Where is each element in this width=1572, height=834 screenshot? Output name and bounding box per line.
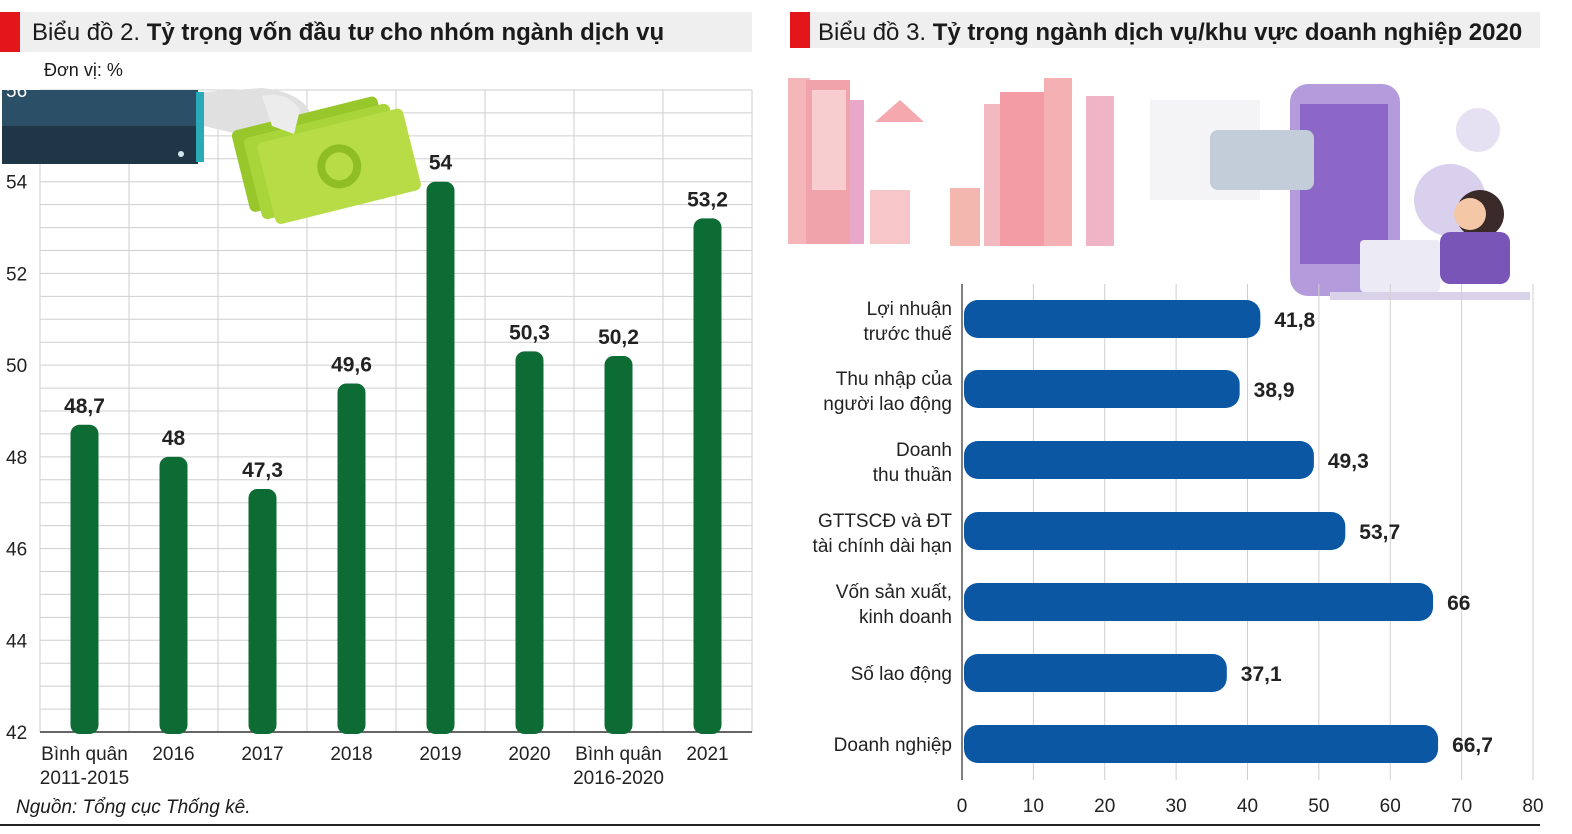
chart3-value-label: 41,8 <box>1274 309 1315 332</box>
chart3-bar <box>964 725 1439 763</box>
chart2-y-tick-label: 56 <box>6 81 27 102</box>
chart3-x-tick-label: 60 <box>1380 796 1401 817</box>
chart3-bars: 41,8 38,9 49,3 53,7 66 37,1 66,7 <box>964 300 1493 763</box>
chart3-x-tick-label: 40 <box>1237 796 1258 817</box>
chart2-bars: 48,7 48 47,3 49,6 54 50,3 50,2 53,2 <box>64 152 728 734</box>
chart3-value-label: 53,7 <box>1359 521 1400 544</box>
chart2-y-tick-label: 52 <box>6 264 27 285</box>
chart3-value-label: 37,1 <box>1241 663 1282 686</box>
chart2-bar <box>604 355 633 734</box>
chart3-category-label: kinh doanh <box>859 607 952 628</box>
chart3-bar <box>964 441 1314 479</box>
chart2-y-axis: 42 44 46 48 50 52 54 56 <box>6 81 752 744</box>
chart2-bar <box>337 383 366 734</box>
chart3-bar <box>964 512 1346 550</box>
chart3-x-tick-label: 30 <box>1166 796 1187 817</box>
chart2-y-tick-label: 46 <box>6 540 27 561</box>
chart2-bar <box>515 351 544 734</box>
services-illustration <box>770 48 1540 320</box>
chart2-x-tick-label: Bình quân <box>41 744 128 765</box>
chart2-x-tick-label: 2016 <box>152 744 194 765</box>
chart2-x-tick-label: 2017 <box>241 744 283 765</box>
chart2-bar <box>248 488 277 734</box>
chart2-x-tick-label: 2019 <box>419 744 461 765</box>
chart3-value-label: 66 <box>1447 592 1470 615</box>
chart2-x-tick-label: 2020 <box>508 744 550 765</box>
chart2-bar <box>159 456 188 734</box>
chart3-value-label: 66,7 <box>1452 734 1493 757</box>
chart3-bar <box>964 654 1227 692</box>
chart3-bar <box>964 370 1240 408</box>
chart3-title-marker <box>790 12 810 52</box>
chart2-value-label: 49,6 <box>331 353 372 376</box>
chart2-x-tick-label: 2018 <box>330 744 372 765</box>
bottom-divider <box>0 824 1540 826</box>
chart3-category-label: Vốn sản xuất, <box>836 582 952 603</box>
chart3-x-tick-label: 50 <box>1308 796 1329 817</box>
chart2-x-tick-label: Bình quân <box>575 744 662 765</box>
chart3-category-label: Doanh nghiệp <box>834 735 952 756</box>
chart2-x-tick-label: 2021 <box>686 744 728 765</box>
chart3-x-tick-label: 10 <box>1023 796 1044 817</box>
chart2-value-label: 54 <box>429 152 453 175</box>
chart3-title-bar: Biểu đồ 3. Tỷ trọng ngành dịch vụ/khu vự… <box>790 12 1540 52</box>
chart2-bar <box>426 181 455 734</box>
chart2-title-bar: Biểu đồ 2. Tỷ trọng vốn đầu tư cho nhóm … <box>0 12 752 52</box>
chart2-value-label: 53,2 <box>687 188 728 211</box>
chart2-title-marker <box>0 12 20 52</box>
chart3-category-label: người lao động <box>823 394 952 415</box>
chart2-value-label: 48,7 <box>64 395 105 418</box>
chart2-y-tick-label: 54 <box>6 173 28 194</box>
chart2-y-tick-label: 44 <box>6 631 28 652</box>
chart2-value-label: 48 <box>162 427 186 450</box>
chart3-bar <box>964 300 1261 338</box>
source-note: Nguồn: Tổng cục Thống kê. <box>16 797 251 818</box>
chart2-bar <box>70 424 99 734</box>
chart2-x-tick-label: 2016-2020 <box>573 768 664 789</box>
chart2-x-tick-label: 2011-2015 <box>40 768 129 789</box>
chart3-category-label: GTTSCĐ và ĐT <box>818 511 952 532</box>
chart2-y-tick-label: 42 <box>6 723 27 744</box>
chart3-x-tick-label: 80 <box>1522 796 1543 817</box>
chart3-category-label: Thu nhập của <box>836 369 953 390</box>
chart3-value-label: 38,9 <box>1254 379 1295 402</box>
chart2-y-tick-label: 48 <box>6 448 27 469</box>
chart2-value-label: 50,2 <box>598 326 639 349</box>
chart3-title: Biểu đồ 3. Tỷ trọng ngành dịch vụ/khu vự… <box>818 19 1523 46</box>
chart3-y-axis: Lợi nhuận trước thuế Thu nhập của người lao… <box>813 299 953 756</box>
chart3-category-label: tài chính dài hạn <box>813 536 952 557</box>
chart3-category-label: thu thuần <box>873 465 952 486</box>
chart3-bar <box>964 583 1434 621</box>
chart2-title: Biểu đồ 2. Tỷ trọng vốn đầu tư cho nhóm … <box>32 19 665 46</box>
chart3-category-label: Lợi nhuận <box>867 299 952 320</box>
chart2-value-label: 50,3 <box>509 321 550 344</box>
chart3-category-label: Doanh <box>896 440 952 461</box>
chart3-category-label: Số lao động <box>851 664 952 685</box>
chart3-category-label: trước thuế <box>863 324 952 345</box>
chart3-x-tick-label: 70 <box>1451 796 1472 817</box>
chart2-unit-label: Đơn vị: % <box>44 60 123 80</box>
chart2-x-axis: Bình quân 2011-2015 2016 2017 2018 2019 2020 Bì… <box>40 744 729 789</box>
chart3-x-tick-label: 20 <box>1094 796 1115 817</box>
chart3-x-axis: 0 10 20 30 40 50 60 70 80 <box>957 796 1544 817</box>
chart2-y-tick-label: 50 <box>6 356 27 377</box>
chart2-value-label: 47,3 <box>242 459 283 482</box>
chart3-x-tick-label: 0 <box>957 796 968 817</box>
chart2-bar <box>693 218 722 734</box>
chart3-value-label: 49,3 <box>1328 450 1369 473</box>
money-hand-illustration <box>2 88 421 224</box>
